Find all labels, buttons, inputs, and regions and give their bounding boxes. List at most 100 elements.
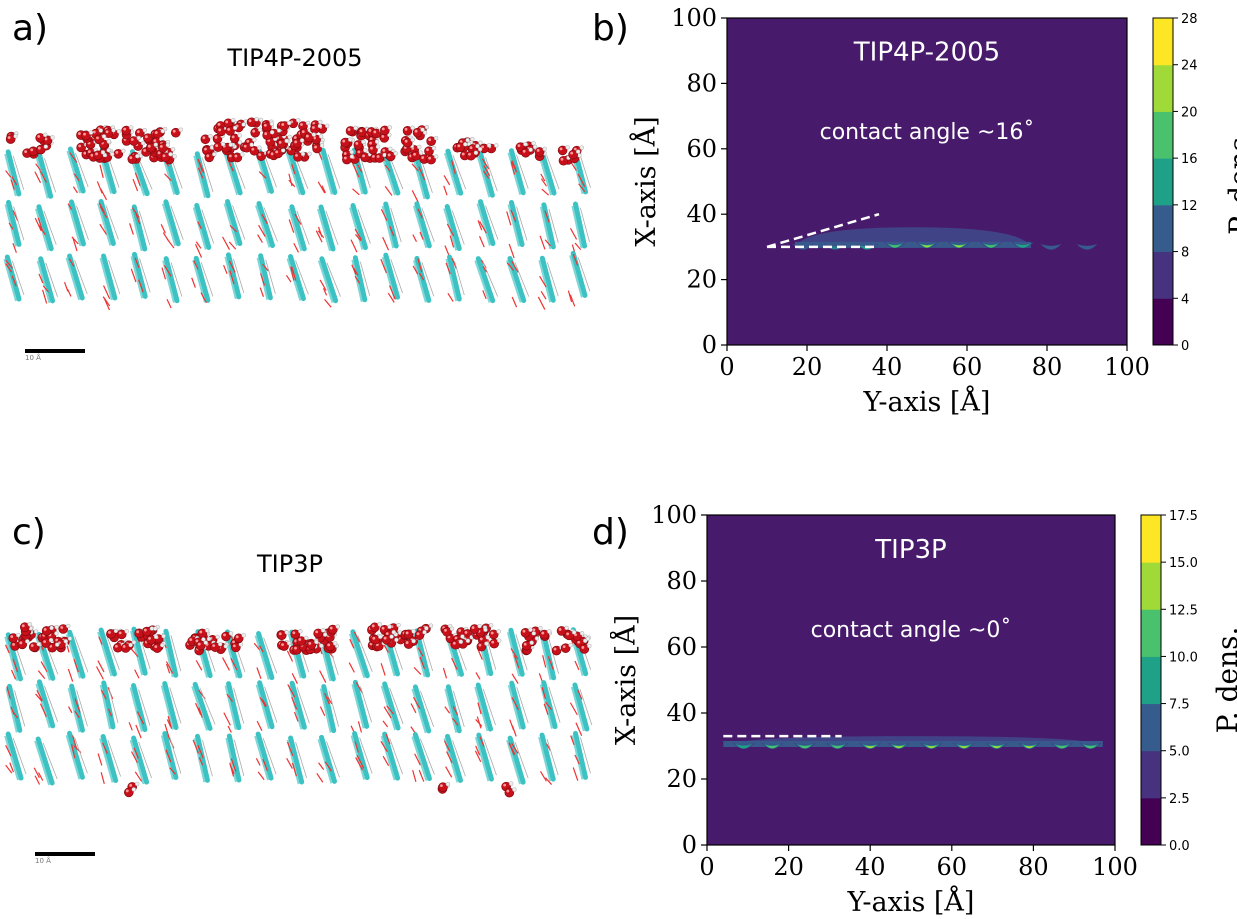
colorbar-tick-label: 7.5 (1169, 698, 1190, 713)
scale-bar-a-text: 10 Å (25, 354, 41, 362)
colorbar-tick-label: 10.0 (1169, 650, 1198, 665)
lipid-chain (348, 629, 373, 781)
x-tick-label: 0 (719, 353, 734, 381)
colorbar-segment (1141, 797, 1161, 846)
contact-angle-annotation: contact angle ~16˚ (820, 120, 1035, 145)
lipid-chain (254, 146, 278, 301)
y-tick-label: 60 (666, 633, 697, 661)
lipid-chain (128, 149, 153, 299)
colorbar-segment (1141, 703, 1161, 752)
lipid-chain (442, 627, 467, 783)
colorbar-label: P. dens. (1223, 128, 1237, 235)
lipid-chain (64, 629, 89, 780)
density-peak (793, 742, 816, 749)
lipid-chain (160, 148, 184, 309)
heatmap-background (707, 515, 1115, 845)
y-tick-label: 100 (651, 501, 697, 529)
colorbar-tick-label: 2.5 (1169, 792, 1190, 807)
colorbar-segment (1141, 750, 1161, 799)
y-tick-label: 0 (702, 331, 717, 359)
lipid-chain (222, 148, 246, 300)
density-film-base (795, 241, 1031, 248)
colorbar-tick-label: 5.0 (1169, 745, 1190, 760)
density-peak (826, 742, 849, 749)
panel-label-a: a) (12, 8, 49, 49)
x-axis-label: Y-axis [Å] (847, 885, 975, 918)
y-axis-label: X-axis [Å] (629, 116, 662, 246)
y-tick-label: 40 (666, 699, 697, 727)
x-tick-label: 40 (855, 853, 886, 881)
density-peak (1018, 742, 1041, 749)
lipid-chain (411, 152, 435, 303)
contact-angle-annotation: contact angle ~0˚ (811, 618, 1012, 643)
colorbar-frame (1140, 514, 1162, 846)
x-tick-label: 60 (937, 853, 968, 881)
x-ticks: 0 20 40 60 80 100 (719, 345, 1150, 381)
colorbar-segment (1153, 64, 1173, 112)
density-peak (884, 242, 906, 249)
density-peak (1079, 742, 1102, 749)
lipid-chain (443, 148, 467, 302)
colorbar-tick-label: 4 (1181, 292, 1189, 307)
colorbar-tick-label: 12.5 (1169, 603, 1198, 618)
density-peak (980, 242, 1002, 249)
colorbar-segment (1153, 204, 1173, 253)
lipid-chain (285, 148, 310, 302)
y-ticks: 0 20 40 60 80 100 (671, 4, 727, 359)
density-film-base (723, 741, 1103, 747)
lipid-chain (34, 151, 58, 304)
colorbar: 0 4 8 12 16 20 24 28 (1152, 12, 1198, 354)
chart-title: TIP3P (874, 535, 946, 565)
lipid-chain (567, 147, 591, 307)
lipid-chain (474, 627, 497, 782)
density-peak (1076, 243, 1098, 250)
colorbar-tick-label: 8 (1181, 246, 1189, 261)
colorbar-tick-label: 15.0 (1169, 556, 1198, 571)
colorbar-segment (1153, 298, 1173, 346)
panel-a-title: TIP4P-2005 (227, 44, 363, 72)
heatmap-chart-d: 0 20 40 60 80 100 0 20 40 60 80 100 Y-axis [Å] X-a… (610, 501, 1237, 918)
y-tick-label: 80 (666, 567, 697, 595)
scale-bar-c (35, 852, 95, 856)
y-tick-label: 80 (686, 69, 717, 97)
lipid-chain (63, 146, 89, 301)
panel-c-title: TIP3P (257, 550, 323, 578)
colorbar-tick-label: 24 (1181, 59, 1198, 74)
lipid-chain (3, 149, 25, 302)
y-tick-label: 60 (686, 135, 717, 163)
x-tick-label: 80 (1018, 853, 1049, 881)
molecular-snapshot-a (3, 117, 591, 310)
density-peak (916, 242, 938, 249)
colorbar-tick-label: 12 (1181, 199, 1198, 214)
lipid-chain (160, 628, 182, 780)
density-peak (948, 242, 970, 249)
colorbar: 0.0 2.5 5.0 7.5 10.0 12.5 15.0 17.5 (1140, 509, 1198, 854)
colorbar-tick-label: 16 (1181, 152, 1198, 167)
y-tick-label: 20 (686, 266, 717, 294)
density-peak (1012, 242, 1034, 249)
colorbar-segment (1141, 515, 1161, 563)
colorbar-label: P. dens. (1211, 627, 1237, 734)
panel-label-c: c) (12, 512, 46, 553)
plot-frame (706, 514, 1116, 846)
lipid-chain (96, 147, 121, 310)
panel-label-b: b) (592, 8, 629, 49)
lipid-chain (315, 147, 341, 308)
plot-area (706, 514, 1116, 846)
plot-frame (726, 17, 1128, 346)
colorbar-segment (1141, 562, 1161, 610)
water-layer (5, 117, 584, 166)
lipid-chain (222, 629, 246, 783)
lipid-chain (380, 627, 404, 781)
lipid-chain (349, 147, 371, 303)
density-peak (920, 742, 943, 749)
colorbar-segment (1141, 609, 1161, 657)
lipid-chain (128, 626, 152, 785)
contact-angle-guide-line (766, 213, 880, 249)
lipid-chain (4, 632, 27, 781)
lipid-chain (506, 627, 529, 785)
lipid-chain (380, 148, 404, 303)
x-ticks: 0 20 40 60 80 100 (699, 845, 1138, 881)
lipid-chain (474, 150, 499, 304)
